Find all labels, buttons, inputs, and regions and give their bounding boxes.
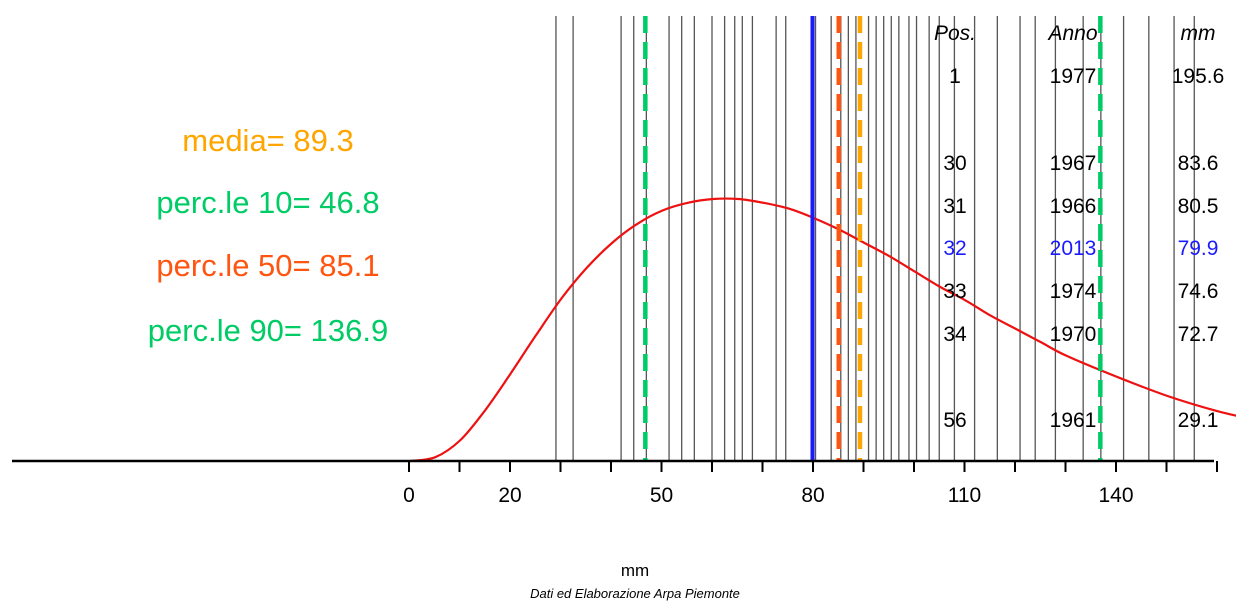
table-cell-anno: 1970 xyxy=(1050,323,1097,346)
table-cell-anno: 1966 xyxy=(1050,195,1097,218)
distribution-curve-group xyxy=(409,197,1236,463)
x-tick-label: 80 xyxy=(801,484,824,507)
distribution-curve xyxy=(409,197,1236,463)
x-axis-label: mm xyxy=(621,561,649,580)
table-header-pos: Pos. xyxy=(934,22,976,45)
x-axis: 0205080110140170200230260290 xyxy=(12,459,1218,507)
table-cell-pos: 31 xyxy=(943,195,966,218)
stats-legend: media= 89.3 perc.le 10= 46.8 perc.le 50= 8… xyxy=(148,123,388,348)
table-cell-pos: 33 xyxy=(943,280,966,303)
x-tick-label: 50 xyxy=(650,484,673,507)
source-credit: Dati ed Elaborazione Arpa Piemonte xyxy=(530,586,740,601)
observation-lines xyxy=(555,16,1195,461)
table-cell-anno: 1961 xyxy=(1050,409,1097,432)
x-tick-label: 110 xyxy=(948,484,981,507)
reference-lines xyxy=(643,16,1103,461)
table-cell-pos: 34 xyxy=(943,323,967,346)
ranking-table: Pos. Anno mm 1 1977 195.6 30 1967 83.6 31 1966 80.5… xyxy=(934,22,1224,432)
stat-perc-le-50: perc.le 50= 85.1 xyxy=(156,248,379,283)
table-cell-mm: 80.5 xyxy=(1178,195,1219,218)
table-header-mm: mm xyxy=(1181,22,1216,45)
table-cell-anno: 1974 xyxy=(1050,280,1097,303)
table-cell-pos: 56 xyxy=(943,409,966,432)
table-cell-anno: 2013 xyxy=(1050,237,1097,260)
table-cell-pos: 1 xyxy=(949,65,961,88)
table-cell-pos: 32 xyxy=(943,237,966,260)
stat-media: media= 89.3 xyxy=(182,123,353,158)
x-tick-label: 0 xyxy=(403,484,415,507)
table-cell-mm: 72.7 xyxy=(1178,323,1219,346)
table-cell-pos: 30 xyxy=(943,152,966,175)
x-tick-label: 20 xyxy=(498,484,521,507)
table-cell-anno: 1977 xyxy=(1050,65,1097,88)
table-header-anno: Anno xyxy=(1046,22,1097,45)
table-cell-mm: 83.6 xyxy=(1178,152,1219,175)
table-cell-mm: 195.6 xyxy=(1172,65,1225,88)
stat-perc-le-10: perc.le 10= 46.8 xyxy=(156,185,379,220)
table-cell-mm: 29.1 xyxy=(1178,409,1219,432)
stat-perc-le-90: perc.le 90= 136.9 xyxy=(148,313,388,348)
table-cell-mm: 79.9 xyxy=(1178,237,1219,260)
table-cell-anno: 1967 xyxy=(1050,152,1097,175)
table-cell-mm: 74.6 xyxy=(1178,280,1219,303)
x-tick-label: 140 xyxy=(1098,484,1133,507)
